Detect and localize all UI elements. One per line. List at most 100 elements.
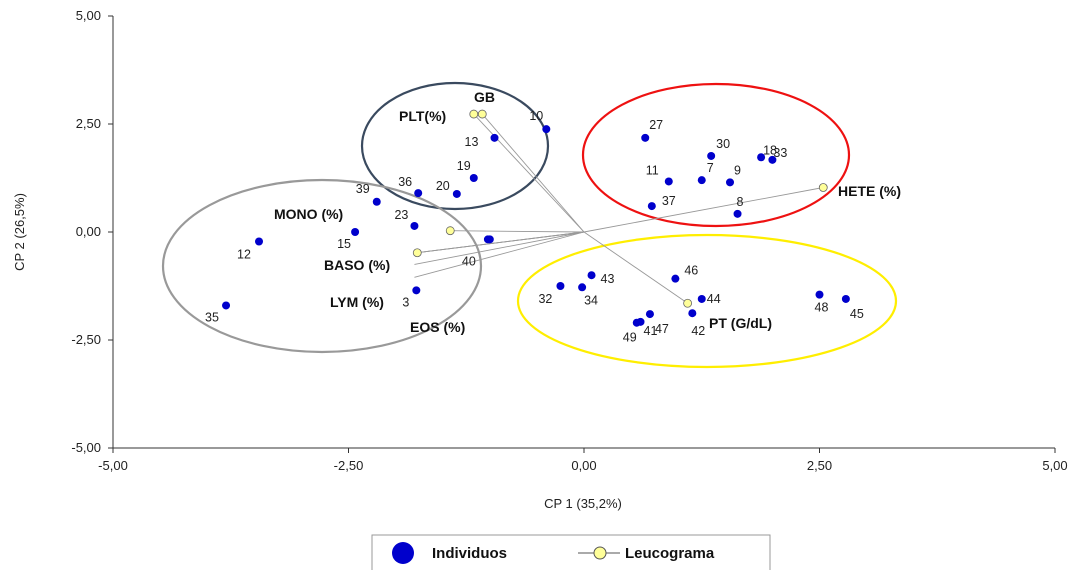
individuo-label: 41 bbox=[644, 324, 658, 338]
variable-label: EOS (%) bbox=[410, 319, 465, 335]
variable-label: PLT(%) bbox=[399, 108, 446, 124]
loading-line bbox=[473, 113, 585, 233]
axes: -5,00 -2,50 0,00 2,50 5,00 5,00 2,50 0,00 -2,50 -… bbox=[71, 8, 1067, 473]
individuo-label: 43 bbox=[601, 272, 615, 286]
x-axis-title: CP 1 (35,2%) bbox=[544, 496, 622, 511]
legend-box bbox=[371, 534, 771, 570]
individuo-label: 9 bbox=[734, 163, 741, 177]
individuo-label: 7 bbox=[707, 161, 714, 175]
variable-label: PT (G/dL) bbox=[709, 315, 772, 331]
individuo-label: 45 bbox=[850, 307, 864, 321]
y-tick-label: -2,50 bbox=[71, 332, 101, 347]
individuo-label: 34 bbox=[584, 293, 598, 307]
y-tick-label: -5,00 bbox=[71, 440, 101, 455]
variable-label: BASO (%) bbox=[324, 257, 390, 273]
individuo-label: 19 bbox=[457, 159, 471, 173]
loading-line bbox=[450, 230, 585, 233]
individuo-point bbox=[697, 294, 706, 303]
individuo-point bbox=[707, 151, 716, 160]
variable-label: MONO (%) bbox=[274, 206, 343, 222]
points bbox=[222, 109, 850, 327]
individuo-point bbox=[372, 197, 381, 206]
y-tick-label: 5,00 bbox=[76, 8, 101, 23]
x-tick-label: 0,00 bbox=[571, 458, 596, 473]
legend-leucograma-label: Leucograma bbox=[625, 545, 715, 562]
individuo-label: 35 bbox=[205, 310, 219, 324]
leucograma-point bbox=[683, 298, 693, 308]
x-tick-label: 2,50 bbox=[807, 458, 832, 473]
individuo-point bbox=[671, 274, 680, 283]
individuo-label: 46 bbox=[684, 264, 698, 278]
individuo-point bbox=[733, 209, 742, 218]
loading-line bbox=[583, 231, 688, 304]
variable-label: HETE (%) bbox=[838, 183, 901, 199]
individuo-point bbox=[664, 177, 673, 186]
individuo-point bbox=[222, 301, 231, 310]
legend-individuos-label: Individuos bbox=[432, 545, 507, 562]
legend: Individuos Leucograma bbox=[371, 534, 771, 570]
individuo-point bbox=[768, 155, 777, 164]
individuo-label: 44 bbox=[707, 292, 721, 306]
leucograma-point bbox=[412, 248, 422, 258]
leucograma-point bbox=[469, 109, 479, 119]
individuo-label: 23 bbox=[394, 208, 408, 222]
individuo-label: 37 bbox=[662, 194, 676, 208]
individuo-point bbox=[587, 271, 596, 280]
x-tick-label: -5,00 bbox=[98, 458, 128, 473]
individuo-label: 13 bbox=[465, 135, 479, 149]
individuo-point bbox=[647, 202, 656, 211]
individuo-point bbox=[412, 286, 421, 295]
individuo-label: 27 bbox=[649, 118, 663, 132]
group-ellipse-top-left bbox=[360, 81, 550, 211]
individuo-label: 3 bbox=[402, 295, 409, 309]
individuo-label: 49 bbox=[623, 331, 637, 345]
loading-line bbox=[414, 231, 585, 278]
x-tick-label: 5,00 bbox=[1042, 458, 1067, 473]
loading-line bbox=[481, 113, 585, 233]
individuo-point bbox=[726, 178, 735, 187]
individuo-point bbox=[483, 235, 492, 244]
individuo-label: 11 bbox=[646, 163, 659, 177]
individuo-point bbox=[697, 176, 706, 185]
leucograma-point bbox=[477, 109, 487, 119]
loading-line bbox=[583, 187, 824, 233]
y-tick-label: 0,00 bbox=[76, 224, 101, 239]
variable-label: GB bbox=[474, 89, 495, 105]
y-tick-label: 2,50 bbox=[76, 116, 101, 131]
individuo-point bbox=[815, 290, 824, 299]
individuo-label: 18 bbox=[763, 143, 777, 157]
individuo-point bbox=[641, 133, 650, 142]
group-ellipse-left bbox=[161, 178, 483, 354]
individuo-point bbox=[452, 189, 461, 198]
individuo-point bbox=[414, 189, 423, 198]
individuo-point bbox=[578, 283, 587, 292]
individuo-point bbox=[542, 125, 551, 134]
variable-label: LYM (%) bbox=[330, 294, 384, 310]
individuo-label: 47 bbox=[655, 322, 669, 336]
loading-line bbox=[417, 231, 585, 254]
individuo-label: 20 bbox=[436, 179, 450, 193]
individuo-label: 12 bbox=[237, 248, 251, 262]
individuo-label: 30 bbox=[716, 137, 730, 151]
x-tick-label: -2,50 bbox=[334, 458, 364, 473]
individuo-point bbox=[410, 221, 419, 230]
individuo-point bbox=[255, 237, 264, 246]
individuo-point bbox=[469, 174, 478, 182]
individuo-point bbox=[632, 318, 641, 327]
loading-lines bbox=[414, 113, 824, 304]
legend-individuos-marker bbox=[392, 542, 414, 564]
individuo-point bbox=[351, 228, 360, 236]
leucograma-point bbox=[818, 183, 828, 192]
legend-leucograma-marker bbox=[593, 546, 607, 560]
individuo-point bbox=[490, 133, 499, 142]
individuo-point bbox=[841, 294, 850, 303]
individuo-point bbox=[757, 153, 766, 162]
individuo-label: 15 bbox=[337, 237, 351, 251]
group-ellipse-top-right bbox=[581, 82, 851, 228]
group-ellipses bbox=[161, 81, 898, 369]
individuo-label: 40 bbox=[462, 254, 476, 268]
individuo-label: 10 bbox=[529, 109, 543, 123]
individuo-point bbox=[556, 282, 565, 290]
individuo-point bbox=[645, 310, 654, 319]
